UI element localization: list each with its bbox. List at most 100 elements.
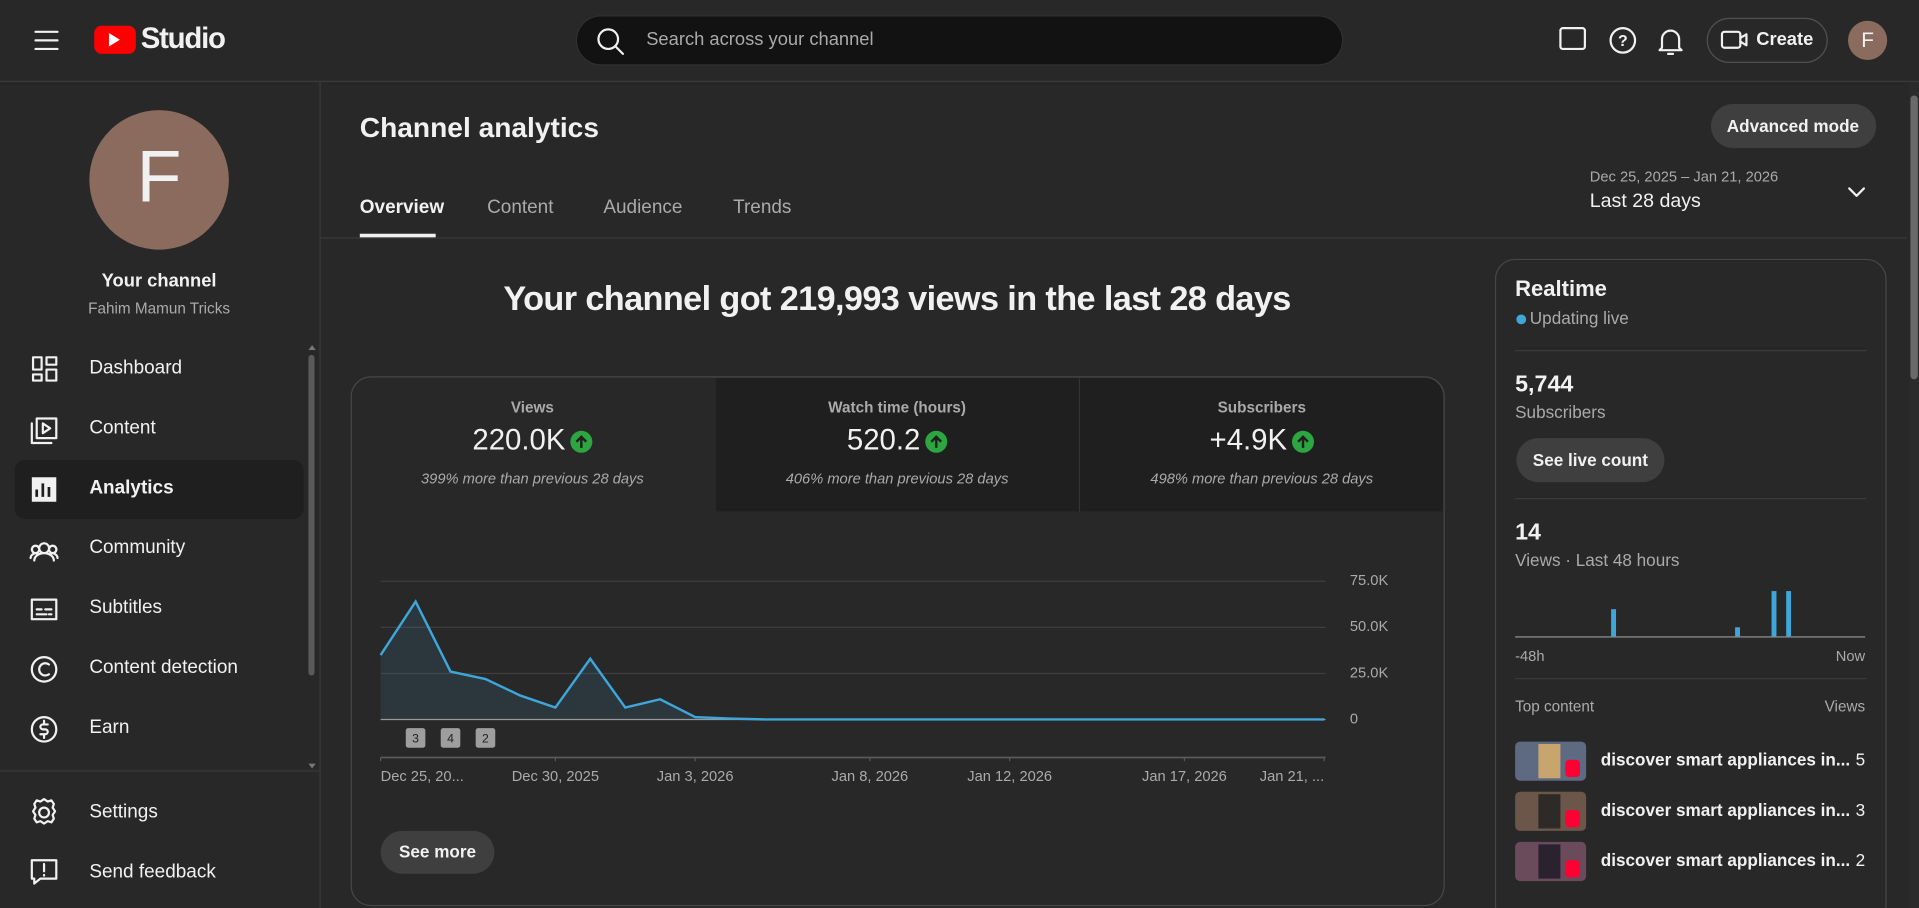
menu-icon — [34, 30, 59, 51]
channel-title: Your channel — [102, 269, 217, 290]
content-detection-icon — [30, 656, 58, 683]
date-label[interactable]: Last 28 days — [1590, 190, 1701, 212]
thumbnail-detail — [1538, 844, 1561, 879]
y-tick-label: 50.0K — [1350, 619, 1389, 635]
nav-label: Content detection — [89, 657, 238, 678]
logo-text: Studio — [141, 22, 225, 55]
y-tick-label: 0 — [1350, 711, 1358, 727]
settings-icon-center — [38, 806, 51, 819]
community-icon — [29, 542, 59, 562]
create-icon — [1720, 30, 1742, 49]
thumbnail-detail — [1538, 744, 1561, 779]
messages-icon — [1559, 27, 1586, 51]
earn-dollar — [39, 719, 49, 740]
channel-avatar[interactable] — [89, 110, 229, 250]
y-tick-label: 75.0K — [1350, 573, 1389, 589]
shorts-badge — [1565, 810, 1580, 828]
tab[interactable]: Content — [487, 197, 554, 218]
bar — [1786, 591, 1792, 637]
thumbnail-detail — [1538, 794, 1561, 829]
bar — [1771, 591, 1777, 637]
search-icon-handle — [614, 45, 625, 55]
advanced-mode-button[interactable] — [1710, 104, 1877, 149]
realtime-views: 14 — [1515, 519, 1541, 545]
tab[interactable]: Audience — [603, 197, 682, 218]
trend-up-arrow — [1297, 435, 1309, 448]
sidebar-scrollbar — [308, 354, 315, 676]
views-header: Views — [1825, 698, 1866, 715]
bar — [1611, 609, 1617, 637]
y-tick-label: 25.0K — [1350, 665, 1389, 681]
settings-icon — [31, 797, 57, 825]
dashboard-icon — [31, 356, 58, 382]
content-title: discover smart appliances in... — [1601, 750, 1850, 770]
annotation-marker[interactable] — [405, 728, 426, 748]
nav-item[interactable] — [15, 399, 304, 458]
active-nav-background — [14, 460, 304, 519]
x-tick-label: Jan 17, 2026 — [1142, 769, 1227, 785]
nav-label: Earn — [89, 717, 129, 738]
x-tick-label: Now — [1836, 649, 1866, 665]
account-initial: F — [1861, 29, 1874, 52]
bar — [1735, 627, 1740, 637]
analytics-icon-bars — [35, 483, 51, 497]
content-views: 5 — [1856, 750, 1866, 770]
subtitles-icon — [30, 598, 58, 621]
earn-icon — [30, 715, 58, 743]
see-live-count-label: See live count — [1533, 450, 1648, 470]
channel-initial: F — [137, 136, 182, 218]
nav-item[interactable] — [15, 699, 304, 758]
shorts-badge — [1565, 759, 1580, 778]
search-placeholder: Search across your channel — [646, 28, 873, 49]
annotation-marker[interactable] — [475, 728, 496, 748]
content-detection-c — [38, 662, 51, 677]
x-tick-label: Jan 21, ... — [1260, 769, 1324, 785]
active-tab-underline — [359, 233, 436, 238]
subscriber-count: 5,744 — [1515, 371, 1573, 397]
metric-note: 399% more than previous 28 days — [421, 472, 644, 488]
metric-label: Views — [511, 400, 554, 417]
help-glyph: ? — [1618, 33, 1628, 50]
messages-button[interactable] — [1559, 27, 1586, 51]
menu-button[interactable] — [34, 30, 59, 51]
metric-value: +4.9K — [1210, 424, 1288, 457]
tab[interactable]: Overview — [360, 197, 445, 218]
account-button[interactable]: F — [1848, 20, 1888, 60]
content-icon — [30, 417, 58, 445]
page-scrollbar[interactable] — [1910, 95, 1918, 380]
annotation-marker[interactable] — [440, 728, 461, 748]
top-content-header: Top content — [1515, 698, 1595, 715]
subscriber-label: Subscribers — [1515, 402, 1605, 422]
content-title: discover smart appliances in... — [1601, 800, 1850, 820]
channel-name: Fahim Mamun Tricks — [88, 301, 230, 318]
notifications-button[interactable] — [1658, 29, 1683, 55]
x-tick-label: Dec 30, 2025 — [512, 769, 599, 785]
see-live-count-button[interactable] — [1516, 438, 1665, 483]
see-more-label: See more — [399, 841, 476, 861]
headline: Your channel got 219,993 views in the la… — [503, 280, 1290, 318]
bell-icon — [1658, 29, 1683, 55]
nav-label: Settings — [89, 802, 157, 823]
realtime-card — [1494, 258, 1887, 908]
nav-item[interactable] — [15, 783, 304, 842]
content-views: 3 — [1856, 800, 1866, 820]
date-range: Dec 25, 2025 – Jan 21, 2026 — [1590, 169, 1778, 185]
nav-label: Subtitles — [89, 597, 162, 618]
x-tick-label: Dec 25, 20... — [381, 769, 464, 785]
advanced-mode-label: Advanced mode — [1727, 116, 1859, 136]
metric-note: 498% more than previous 28 days — [1150, 472, 1373, 488]
x-tick-label: -48h — [1515, 649, 1544, 665]
search-box[interactable] — [575, 15, 1344, 66]
annotation-label: 3 — [412, 731, 419, 745]
tab[interactable]: Trends — [733, 197, 791, 218]
trend-up-arrow — [575, 435, 588, 448]
line — [379, 599, 1325, 721]
metric-value: 220.0K — [472, 424, 565, 457]
date-dropdown[interactable] — [1848, 187, 1866, 197]
see-more-button[interactable] — [380, 830, 495, 874]
create-button[interactable]: Create — [1706, 17, 1828, 64]
metric-note: 406% more than previous 28 days — [786, 472, 1009, 488]
help-button[interactable]: ? — [1609, 27, 1637, 54]
